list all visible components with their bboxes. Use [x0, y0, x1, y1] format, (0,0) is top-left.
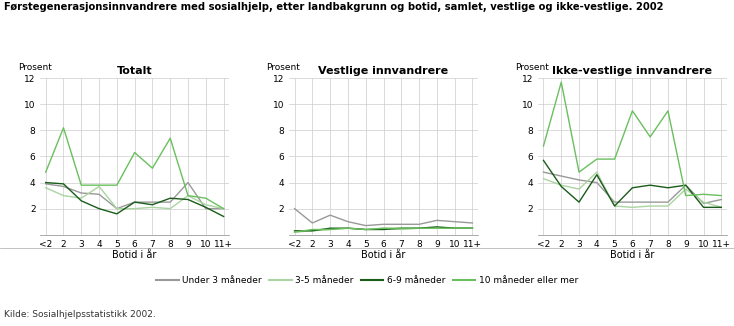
X-axis label: Botid i år: Botid i år	[112, 250, 157, 260]
Text: Kilde: Sosialhjelpsstatistikk 2002.: Kilde: Sosialhjelpsstatistikk 2002.	[4, 310, 156, 319]
Text: Førstegenerasjonsinnvandrere med sosialhjelp, etter landbakgrunn og botid, samle: Førstegenerasjonsinnvandrere med sosialh…	[4, 2, 664, 12]
Title: Totalt: Totalt	[117, 66, 153, 76]
Text: Prosent: Prosent	[266, 63, 300, 72]
Legend: Under 3 måneder, 3-5 måneder, 6-9 måneder, 10 måneder eller mer: Under 3 måneder, 3-5 måneder, 6-9 månede…	[153, 273, 581, 289]
X-axis label: Botid i år: Botid i år	[361, 250, 406, 260]
Title: Ikke-vestlige innvandrere: Ikke-vestlige innvandrere	[553, 66, 713, 76]
Text: Prosent: Prosent	[515, 63, 549, 72]
Title: Vestlige innvandrere: Vestlige innvandrere	[319, 66, 448, 76]
X-axis label: Botid i år: Botid i år	[610, 250, 655, 260]
Text: Prosent: Prosent	[18, 63, 51, 72]
